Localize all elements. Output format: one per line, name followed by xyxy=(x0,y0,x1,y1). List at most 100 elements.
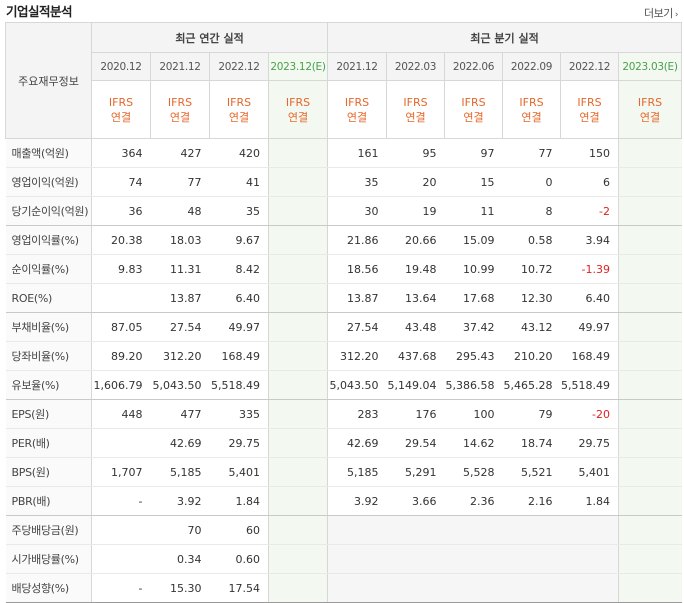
table-cell xyxy=(618,457,682,487)
table-body: 매출액(억원) 364 427 420 161 95 97 77 150 영업이익(억원) 74 77… xyxy=(5,138,682,603)
standard-ifrs: IFRS xyxy=(226,95,252,109)
table-cell: 5,401 xyxy=(209,457,269,487)
financial-table: 주요재무정보 최근 연간 실적 최근 분기 실적 2020.12 2021.12 2… xyxy=(5,22,683,603)
row-label: 부채비율(%) xyxy=(5,312,92,342)
table-cell: 87.05 xyxy=(91,312,151,342)
table-cell xyxy=(267,225,328,255)
table-cell: 14.62 xyxy=(444,428,503,458)
standard-ifrs: IFRS xyxy=(461,95,486,109)
standard-ifrs: IFRS xyxy=(519,95,544,109)
period-header: 2023.12(E) xyxy=(267,52,329,81)
table-cell xyxy=(267,457,328,487)
standard-consolidated: 연결 xyxy=(228,110,250,124)
chevron-right-icon: › xyxy=(674,10,679,20)
table-cell: 176 xyxy=(386,399,445,429)
standard-ifrs: IFRS xyxy=(577,95,602,109)
table-cell: 0 xyxy=(502,167,561,197)
table-cell: 11.31 xyxy=(150,254,210,284)
accounting-standard: IFRS 연결 xyxy=(560,80,620,139)
table-cell: -1.39 xyxy=(560,254,619,284)
table-cell: 1,707 xyxy=(91,457,151,487)
table-cell: 97 xyxy=(444,138,503,168)
table-cell: 43.48 xyxy=(386,312,445,342)
table-cell xyxy=(267,138,328,168)
table-cell: 36 xyxy=(91,196,151,226)
table-cell: - xyxy=(91,573,151,603)
more-label: 더보기 xyxy=(644,7,673,20)
table-cell xyxy=(618,544,682,574)
table-cell: 11 xyxy=(444,196,503,226)
table-cell: 312.20 xyxy=(327,341,387,371)
accounting-standard: IFRS 연결 xyxy=(444,80,504,139)
table-cell: 10.72 xyxy=(502,254,561,284)
table-cell xyxy=(560,573,619,603)
table-cell xyxy=(267,254,328,284)
standard-consolidated: 연결 xyxy=(169,110,191,124)
table-cell: 8.42 xyxy=(209,254,269,284)
table-cell: 9.67 xyxy=(209,225,269,255)
table-cell: 17.68 xyxy=(444,283,503,313)
table-cell: 437.68 xyxy=(386,341,445,371)
table-cell: 5,386.58 xyxy=(444,370,503,400)
table-cell xyxy=(618,573,682,603)
table-cell: 15.09 xyxy=(444,225,503,255)
table-cell: 5,518.49 xyxy=(209,370,269,400)
table-cell: 168.49 xyxy=(209,341,269,371)
table-cell: 5,465.28 xyxy=(502,370,561,400)
table-row: ROE(%) 13.87 6.40 13.87 13.64 17.68 12.30 6.40 xyxy=(5,283,682,313)
table-cell xyxy=(618,196,682,226)
table-cell xyxy=(91,515,151,545)
standard-ifrs: IFRS xyxy=(108,95,134,109)
table-cell: 312.20 xyxy=(150,341,210,371)
table-row: BPS(원) 1,707 5,185 5,401 5,185 5,291 5,528 5,52… xyxy=(5,457,682,487)
table-cell xyxy=(618,428,682,458)
table-cell: 17.54 xyxy=(209,573,269,603)
row-label: 주당배당금(원) xyxy=(5,515,92,545)
table-cell xyxy=(444,573,503,603)
table-cell: 5,185 xyxy=(150,457,210,487)
accounting-standard: IFRS 연결 xyxy=(502,80,562,139)
table-cell: 60 xyxy=(209,515,269,545)
table-cell: 10.99 xyxy=(444,254,503,284)
table-cell: 79 xyxy=(502,399,561,429)
table-head: 주요재무정보 최근 연간 실적 최근 분기 실적 2020.12 2021.12 2… xyxy=(5,22,683,139)
table-cell xyxy=(327,573,387,603)
table-cell: 6.40 xyxy=(560,283,619,313)
accounting-standard: IFRS 연결 xyxy=(618,80,683,139)
period-header: 2021.12 xyxy=(327,52,388,81)
table-cell: 1.84 xyxy=(209,486,269,516)
table-cell xyxy=(618,515,682,545)
table-cell xyxy=(267,312,328,342)
table-cell: 29.54 xyxy=(386,428,445,458)
table-cell xyxy=(618,312,682,342)
table-cell xyxy=(267,196,328,226)
table-row: PBR(배) -3.92 1.84 3.92 3.66 2.36 2.16 1.84 xyxy=(5,486,682,516)
table-cell xyxy=(618,167,682,197)
table-cell: - xyxy=(91,486,151,516)
accounting-standard: IFRS 연결 xyxy=(327,80,388,139)
table-cell: 283 xyxy=(327,399,387,429)
table-row: 배당성향(%) -15.30 17.54 xyxy=(5,573,682,603)
table-row: 순이익률(%) 9.83 11.31 8.42 18.56 19.48 10.99 10.72… xyxy=(5,254,682,284)
table-cell xyxy=(386,573,445,603)
table-cell: -2 xyxy=(560,196,619,226)
table-cell: 8 xyxy=(502,196,561,226)
table-cell: 1,606.79 xyxy=(91,370,151,400)
table-cell: 2.36 xyxy=(444,486,503,516)
table-cell: 168.49 xyxy=(560,341,619,371)
standard-ifrs: IFRS xyxy=(403,95,428,109)
more-link[interactable]: 더보기 › xyxy=(644,5,679,21)
table-cell: 161 xyxy=(327,138,387,168)
table-cell xyxy=(267,399,328,429)
table-cell: 74 xyxy=(91,167,151,197)
table-cell xyxy=(267,544,328,574)
financial-table-wrapper: 주요재무정보 최근 연간 실적 최근 분기 실적 2020.12 2021.12 2… xyxy=(5,22,683,603)
table-cell: 5,043.50 xyxy=(327,370,387,400)
table-cell xyxy=(327,544,387,574)
table-cell xyxy=(618,341,682,371)
table-cell: 95 xyxy=(386,138,445,168)
table-row: 매출액(억원) 364 427 420 161 95 97 77 150 xyxy=(5,138,682,168)
table-cell xyxy=(502,515,561,545)
table-cell: 2.16 xyxy=(502,486,561,516)
accounting-standard: IFRS 연결 xyxy=(386,80,446,139)
